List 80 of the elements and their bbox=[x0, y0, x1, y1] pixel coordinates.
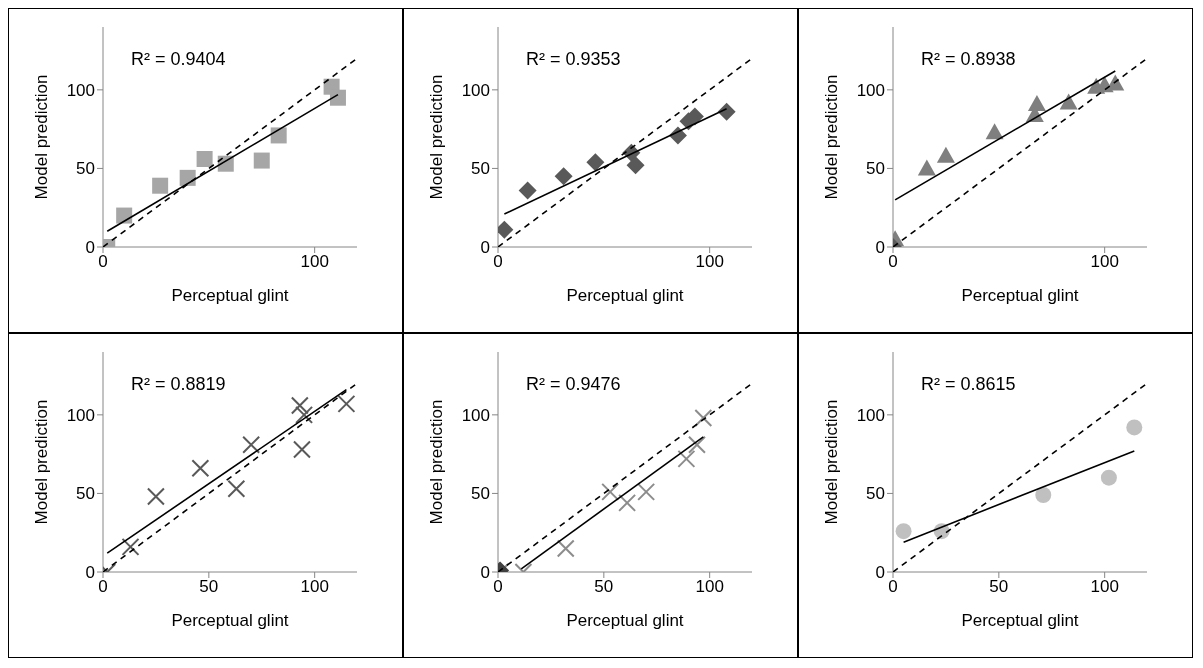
point bbox=[985, 123, 1004, 140]
point bbox=[554, 167, 573, 186]
x-axis-title: Perceptual glint bbox=[961, 286, 1079, 305]
x-tick-label: 100 bbox=[300, 577, 329, 597]
x-axis-title: Perceptual glint bbox=[171, 611, 289, 630]
x-tick-label: 0 bbox=[98, 577, 108, 597]
x-tick-label: 0 bbox=[493, 252, 503, 272]
point bbox=[917, 159, 936, 176]
y-tick-label: 50 bbox=[471, 159, 490, 179]
point bbox=[292, 440, 311, 459]
point bbox=[146, 487, 165, 506]
y-tick-label: 100 bbox=[856, 405, 885, 425]
point bbox=[227, 479, 246, 498]
y-tick-label: 100 bbox=[856, 80, 885, 100]
point bbox=[1126, 419, 1143, 436]
x-tick-label: 100 bbox=[1090, 577, 1119, 597]
y-axis-title: Model prediction bbox=[822, 399, 842, 525]
point bbox=[518, 181, 537, 200]
y-tick-label: 50 bbox=[76, 484, 95, 504]
x-tick-label: 100 bbox=[1090, 252, 1119, 272]
y-axis-title: Model prediction bbox=[427, 399, 447, 525]
y-axis-title: Model prediction bbox=[822, 74, 842, 200]
annotation: R² = 0.8615 bbox=[921, 374, 1016, 395]
point bbox=[253, 152, 270, 169]
x-axis-title: Perceptual glint bbox=[171, 286, 289, 305]
point bbox=[152, 177, 169, 194]
point bbox=[626, 156, 645, 175]
y-tick-label: 50 bbox=[866, 159, 885, 179]
y-tick-label: 50 bbox=[866, 484, 885, 504]
y-tick-label: 0 bbox=[85, 563, 95, 583]
x-axis-title: Perceptual glint bbox=[961, 611, 1079, 630]
y-tick-label: 50 bbox=[76, 159, 95, 179]
y-tick-label: 100 bbox=[66, 80, 95, 100]
y-tick-label: 100 bbox=[461, 405, 490, 425]
y-tick-label: 0 bbox=[85, 238, 95, 258]
x-tick-label: 0 bbox=[98, 252, 108, 272]
x-tick-label: 0 bbox=[888, 577, 898, 597]
point bbox=[1100, 469, 1117, 486]
point bbox=[121, 537, 140, 556]
point bbox=[329, 89, 346, 106]
point bbox=[1027, 95, 1046, 111]
point bbox=[895, 523, 912, 540]
x-tick-label: 100 bbox=[300, 252, 329, 272]
y-tick-label: 0 bbox=[875, 563, 885, 583]
x-tick-label: 50 bbox=[989, 577, 1009, 597]
y-tick-label: 0 bbox=[875, 238, 885, 258]
x-tick-label: 100 bbox=[695, 252, 724, 272]
point bbox=[196, 151, 213, 167]
x-tick-label: 0 bbox=[888, 252, 898, 272]
y-axis-title: Model prediction bbox=[427, 74, 447, 200]
y-axis-title: Model prediction bbox=[32, 399, 52, 525]
annotation: R² = 0.8938 bbox=[921, 49, 1016, 70]
x-axis-title: Perceptual glint bbox=[566, 611, 684, 630]
annotation: R² = 0.9476 bbox=[526, 374, 621, 395]
x-tick-label: 50 bbox=[199, 577, 219, 597]
x-tick-label: 0 bbox=[493, 577, 503, 597]
y-tick-label: 100 bbox=[461, 80, 490, 100]
point bbox=[270, 127, 287, 144]
point bbox=[936, 146, 955, 163]
point bbox=[179, 169, 196, 186]
point bbox=[116, 207, 133, 224]
y-axis-title: Model prediction bbox=[32, 74, 52, 200]
point bbox=[586, 153, 605, 172]
annotation: R² = 0.9404 bbox=[131, 49, 226, 70]
y-tick-label: 100 bbox=[66, 405, 95, 425]
x-axis-title: Perceptual glint bbox=[566, 286, 684, 305]
point bbox=[717, 102, 736, 121]
x-tick-label: 50 bbox=[594, 577, 614, 597]
point bbox=[191, 459, 210, 478]
annotation: R² = 0.8819 bbox=[131, 374, 226, 395]
y-tick-label: 0 bbox=[480, 563, 490, 583]
point bbox=[242, 435, 261, 454]
point bbox=[337, 394, 356, 413]
y-tick-label: 0 bbox=[480, 238, 490, 258]
y-tick-label: 50 bbox=[471, 484, 490, 504]
annotation: R² = 0.9353 bbox=[526, 49, 621, 70]
point bbox=[290, 396, 309, 415]
point bbox=[295, 405, 314, 424]
x-tick-label: 100 bbox=[695, 577, 724, 597]
point bbox=[1035, 487, 1052, 503]
